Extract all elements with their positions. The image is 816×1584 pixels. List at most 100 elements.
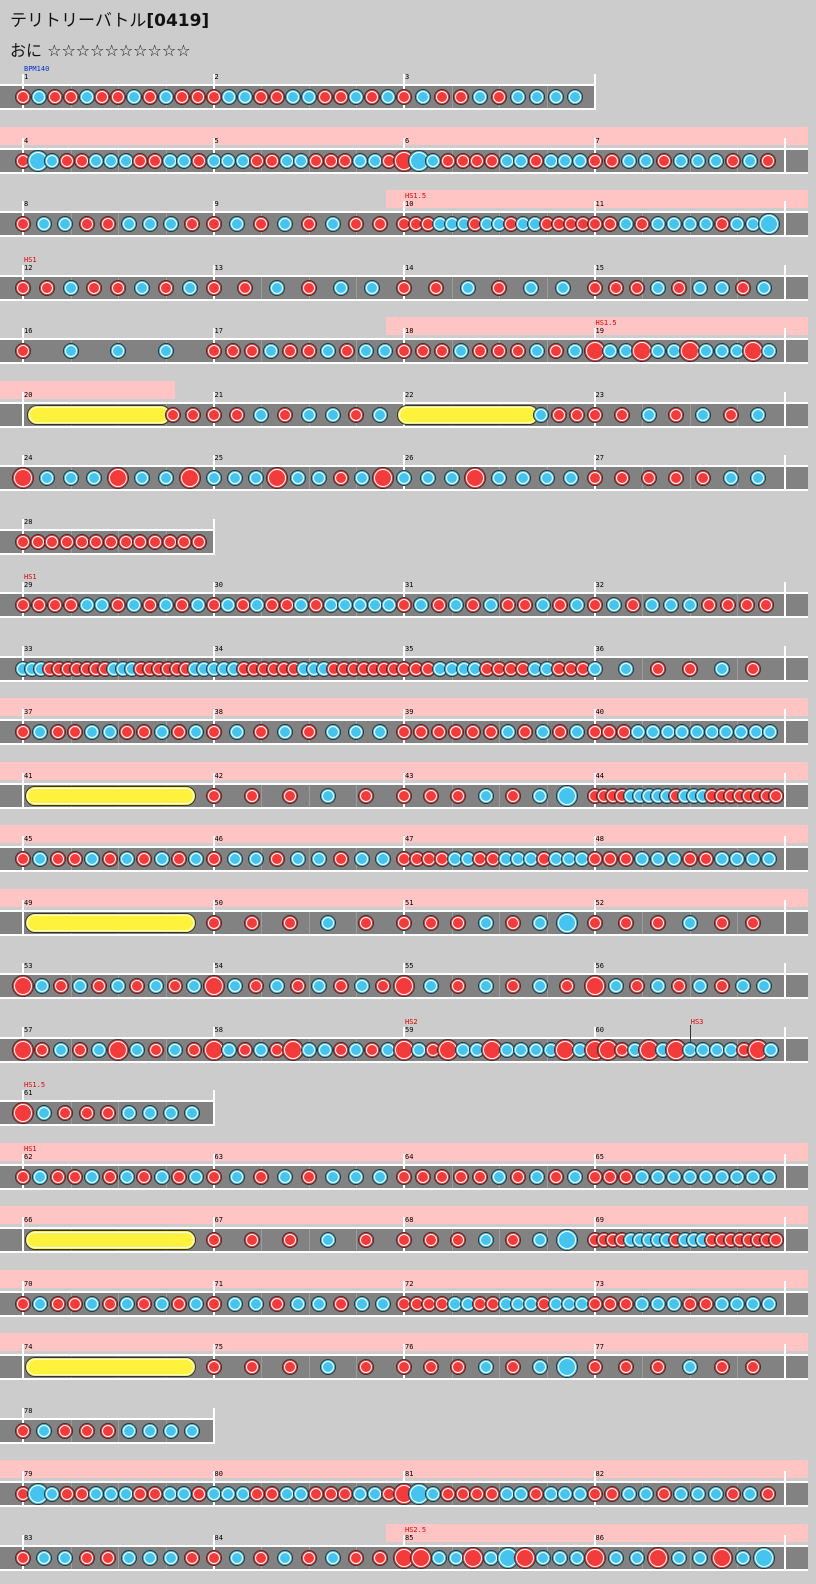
don-note (15, 1422, 31, 1439)
don-note (450, 787, 467, 804)
ka-note (84, 724, 101, 740)
don-note (205, 1232, 222, 1248)
ka-note (221, 1041, 238, 1058)
measure-number: 2 (214, 73, 219, 81)
don-note (396, 1168, 412, 1185)
ka-note (447, 597, 464, 613)
measure-number: 11 (595, 200, 604, 208)
ka-note (551, 1549, 568, 1566)
don-note (423, 1232, 440, 1248)
don-note (618, 914, 635, 931)
ka-note (634, 851, 651, 867)
big-don-note (393, 975, 415, 997)
beat-line (689, 149, 691, 172)
don-note (439, 1486, 456, 1502)
measure-line (22, 899, 24, 936)
ka-note (324, 1168, 341, 1185)
don-note (73, 152, 90, 169)
don-note (58, 152, 75, 169)
beat-line (451, 86, 453, 108)
ka-note (163, 1422, 180, 1439)
don-note (550, 406, 567, 423)
ka-note (707, 152, 724, 169)
ka-note (142, 1422, 158, 1439)
don-note (281, 343, 298, 359)
don-note (300, 343, 317, 359)
ka-note (353, 851, 370, 867)
don-note (725, 152, 742, 169)
beat-line (118, 1419, 120, 1442)
scroll-speed-label: HS1.5 (595, 319, 617, 327)
ka-note (697, 216, 714, 232)
big-don-note (583, 975, 606, 997)
ka-note (755, 279, 772, 296)
ka-note (84, 851, 101, 867)
ka-note (513, 1041, 530, 1058)
don-note (338, 343, 355, 359)
measure-number: 72 (405, 1279, 414, 1288)
don-note (102, 533, 119, 550)
ka-note (443, 470, 460, 486)
ka-note (542, 152, 559, 169)
don-note (618, 1359, 635, 1375)
ka-note (229, 1168, 246, 1185)
measure-number: 17 (214, 327, 223, 335)
don-note (491, 279, 508, 296)
ka-note (430, 1549, 447, 1566)
ka-note (102, 152, 119, 169)
measure-number: 33 (24, 644, 33, 653)
ka-note (157, 597, 174, 613)
ka-note (290, 1295, 307, 1312)
ka-note (253, 406, 270, 423)
difficulty-stars: ☆☆☆☆☆☆☆☆☆☆ (47, 41, 191, 60)
big-don-note (12, 467, 34, 489)
measure-number: 40 (595, 708, 604, 716)
beat-line (356, 784, 358, 807)
measure-number: 70 (24, 1279, 33, 1288)
don-note (421, 851, 438, 867)
don-note (205, 597, 222, 613)
measure-number: 36 (595, 644, 604, 653)
don-note (15, 724, 31, 740)
don-note (722, 406, 739, 423)
don-note (99, 1549, 116, 1566)
don-note (205, 1549, 222, 1566)
ka-note (72, 978, 89, 994)
ka-note (690, 152, 707, 169)
measure-number: 51 (405, 898, 414, 907)
measure-number: 31 (405, 581, 414, 589)
ka-note (142, 216, 158, 232)
don-note (603, 152, 620, 169)
beat-line (261, 340, 263, 362)
ka-note (276, 724, 293, 740)
don-note (15, 1549, 31, 1566)
ka-note (62, 343, 79, 359)
measure-line (22, 1217, 24, 1253)
ka-note (366, 152, 383, 169)
big-don-note (202, 975, 225, 997)
ka-note (57, 1549, 74, 1566)
ka-note (357, 343, 374, 359)
don-note (453, 1168, 470, 1185)
ka-note (532, 787, 549, 804)
beat-line (118, 1292, 120, 1315)
measure-number: 44 (595, 771, 604, 780)
don-note (548, 1168, 565, 1185)
ka-note (319, 343, 336, 359)
measure-number: 26 (405, 454, 414, 462)
ka-note (713, 279, 730, 296)
measure-number: 25 (214, 454, 223, 462)
ka-note (513, 1486, 530, 1502)
don-note (364, 1041, 381, 1058)
don-note (348, 406, 365, 423)
don-note (337, 152, 354, 169)
beat-line (308, 911, 310, 934)
ka-note (423, 978, 440, 994)
measure-number: 76 (405, 1343, 414, 1351)
ka-note (163, 1549, 180, 1566)
ka-note (229, 216, 246, 232)
measure-line (784, 709, 786, 745)
measure-line (784, 899, 786, 936)
don-note (58, 533, 75, 550)
ka-note (542, 1486, 559, 1502)
